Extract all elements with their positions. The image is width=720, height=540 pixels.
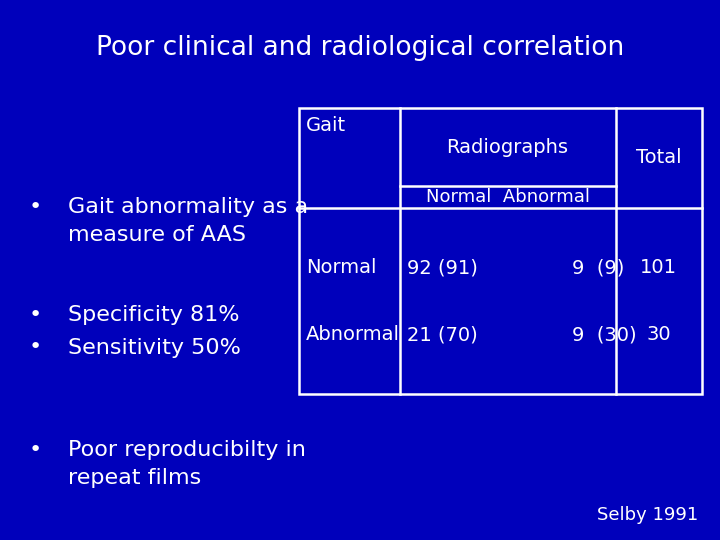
Text: Normal: Normal <box>306 258 377 277</box>
Text: Gait: Gait <box>306 116 346 135</box>
Text: •: • <box>29 197 42 217</box>
Text: Abnormal: Abnormal <box>306 325 400 344</box>
Text: Poor clinical and radiological correlation: Poor clinical and radiological correlati… <box>96 35 624 61</box>
Text: Normal  Abnormal: Normal Abnormal <box>426 188 590 206</box>
Text: •: • <box>29 305 42 325</box>
Text: Gait abnormality as a
measure of AAS: Gait abnormality as a measure of AAS <box>68 197 309 245</box>
Text: 30: 30 <box>647 325 671 344</box>
Text: •: • <box>29 338 42 357</box>
Text: 9  (30): 9 (30) <box>572 325 637 344</box>
Text: 21 (70): 21 (70) <box>407 325 477 344</box>
Text: Poor reproducibilty in
repeat films: Poor reproducibilty in repeat films <box>68 440 306 488</box>
Bar <box>299 108 702 394</box>
Text: Selby 1991: Selby 1991 <box>597 506 698 524</box>
Text: Total: Total <box>636 148 682 167</box>
Text: 101: 101 <box>640 258 678 277</box>
Text: Sensitivity 50%: Sensitivity 50% <box>68 338 241 357</box>
Text: 92 (91): 92 (91) <box>407 258 477 277</box>
Text: Specificity 81%: Specificity 81% <box>68 305 240 325</box>
Text: •: • <box>29 440 42 460</box>
Text: Radiographs: Radiographs <box>446 138 569 157</box>
Text: 9  (9): 9 (9) <box>572 258 625 277</box>
